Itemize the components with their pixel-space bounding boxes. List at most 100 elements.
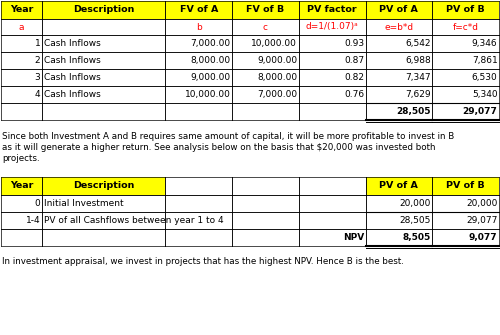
Text: e=b*d: e=b*d bbox=[384, 22, 414, 31]
Bar bbox=[1, 19, 42, 35]
Bar bbox=[232, 195, 299, 212]
Bar bbox=[432, 195, 499, 212]
Bar bbox=[42, 1, 166, 19]
Bar bbox=[299, 103, 366, 120]
Bar bbox=[232, 177, 299, 195]
Bar bbox=[432, 19, 499, 35]
Text: 0.76: 0.76 bbox=[344, 90, 364, 99]
Text: Year: Year bbox=[10, 182, 33, 191]
Bar bbox=[299, 35, 366, 52]
Text: projects.: projects. bbox=[2, 154, 40, 163]
Bar bbox=[42, 195, 166, 212]
Bar bbox=[299, 229, 366, 246]
Text: 1: 1 bbox=[34, 39, 40, 48]
Bar bbox=[232, 1, 299, 19]
Bar bbox=[432, 229, 499, 246]
Text: Initial Investment: Initial Investment bbox=[44, 199, 124, 208]
Text: Cash Inflows: Cash Inflows bbox=[44, 39, 100, 48]
Bar bbox=[1, 177, 42, 195]
Bar bbox=[366, 35, 432, 52]
Bar bbox=[432, 1, 499, 19]
Bar bbox=[432, 86, 499, 103]
Bar bbox=[232, 19, 299, 35]
Bar bbox=[166, 195, 232, 212]
Text: a: a bbox=[18, 22, 24, 31]
Bar bbox=[42, 69, 166, 86]
Text: Cash Inflows: Cash Inflows bbox=[44, 56, 100, 65]
Bar bbox=[166, 52, 232, 69]
Bar bbox=[1, 35, 42, 52]
Text: 9,077: 9,077 bbox=[469, 233, 498, 242]
Bar bbox=[42, 52, 166, 69]
Text: 29,077: 29,077 bbox=[466, 216, 498, 225]
Bar bbox=[166, 19, 232, 35]
Bar bbox=[42, 35, 166, 52]
Bar bbox=[1, 103, 42, 120]
Bar bbox=[232, 103, 299, 120]
Bar bbox=[432, 103, 499, 120]
Text: PV of A: PV of A bbox=[380, 5, 418, 14]
Bar bbox=[366, 212, 432, 229]
Text: PV of all Cashflows between year 1 to 4: PV of all Cashflows between year 1 to 4 bbox=[44, 216, 224, 225]
Text: 6,988: 6,988 bbox=[405, 56, 431, 65]
Text: c: c bbox=[263, 22, 268, 31]
Bar bbox=[42, 19, 166, 35]
Bar bbox=[166, 35, 232, 52]
Text: 7,000.00: 7,000.00 bbox=[190, 39, 230, 48]
Bar bbox=[299, 195, 366, 212]
Text: FV of B: FV of B bbox=[246, 5, 284, 14]
Text: b: b bbox=[196, 22, 202, 31]
Bar bbox=[1, 229, 42, 246]
Bar bbox=[366, 19, 432, 35]
Bar bbox=[232, 35, 299, 52]
Bar bbox=[166, 103, 232, 120]
Bar bbox=[42, 103, 166, 120]
Bar bbox=[1, 212, 42, 229]
Text: 20,000: 20,000 bbox=[466, 199, 498, 208]
Bar bbox=[1, 86, 42, 103]
Text: Description: Description bbox=[73, 5, 134, 14]
Text: 29,077: 29,077 bbox=[462, 107, 498, 116]
Bar bbox=[366, 103, 432, 120]
Bar bbox=[366, 195, 432, 212]
Bar bbox=[232, 86, 299, 103]
Text: f=c*d: f=c*d bbox=[452, 22, 478, 31]
Bar bbox=[1, 69, 42, 86]
Text: PV of B: PV of B bbox=[446, 182, 485, 191]
Bar bbox=[366, 52, 432, 69]
Bar bbox=[232, 212, 299, 229]
Text: 28,505: 28,505 bbox=[400, 216, 431, 225]
Bar bbox=[299, 69, 366, 86]
Text: 7,861: 7,861 bbox=[472, 56, 498, 65]
Text: 6,542: 6,542 bbox=[406, 39, 431, 48]
Text: 2: 2 bbox=[34, 56, 40, 65]
Text: 9,000.00: 9,000.00 bbox=[257, 56, 298, 65]
Bar bbox=[42, 86, 166, 103]
Text: 0.93: 0.93 bbox=[344, 39, 364, 48]
Text: 20,000: 20,000 bbox=[400, 199, 431, 208]
Bar bbox=[166, 212, 232, 229]
Bar bbox=[232, 229, 299, 246]
Text: 1-4: 1-4 bbox=[26, 216, 40, 225]
Text: FV of A: FV of A bbox=[180, 5, 218, 14]
Text: 8,505: 8,505 bbox=[402, 233, 431, 242]
Bar bbox=[42, 229, 166, 246]
Text: 5,340: 5,340 bbox=[472, 90, 498, 99]
Bar bbox=[299, 177, 366, 195]
Text: 4: 4 bbox=[34, 90, 40, 99]
Bar bbox=[366, 69, 432, 86]
Bar bbox=[42, 177, 166, 195]
Text: 7,347: 7,347 bbox=[405, 73, 431, 82]
Text: as it will generate a higher return. See analysis below on the basis that $20,00: as it will generate a higher return. See… bbox=[2, 143, 436, 152]
Bar bbox=[166, 177, 232, 195]
Text: Since both Investment A and B requires same amount of capital, it will be more p: Since both Investment A and B requires s… bbox=[2, 132, 454, 141]
Text: 8,000.00: 8,000.00 bbox=[257, 73, 298, 82]
Bar bbox=[432, 212, 499, 229]
Bar bbox=[366, 1, 432, 19]
Text: 10,000.00: 10,000.00 bbox=[252, 39, 298, 48]
Text: 0.82: 0.82 bbox=[344, 73, 364, 82]
Text: Year: Year bbox=[10, 5, 33, 14]
Text: 8,000.00: 8,000.00 bbox=[190, 56, 230, 65]
Text: 7,000.00: 7,000.00 bbox=[257, 90, 298, 99]
Text: 10,000.00: 10,000.00 bbox=[184, 90, 230, 99]
